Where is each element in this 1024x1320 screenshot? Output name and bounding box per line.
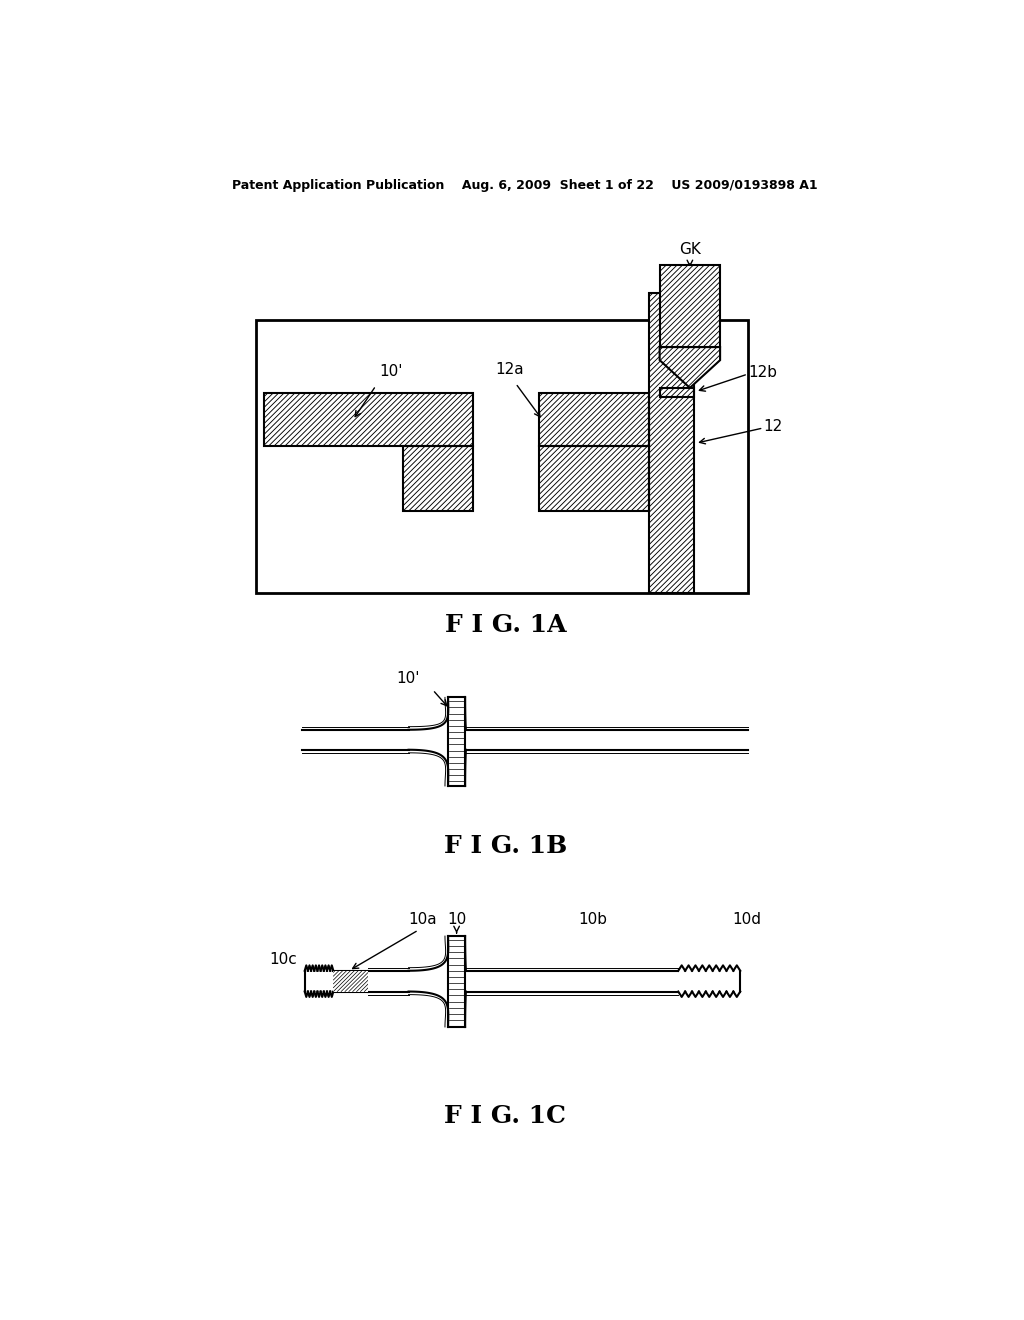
Bar	[659, 265, 720, 347]
Bar	[334, 970, 369, 991]
Bar	[539, 446, 649, 511]
Text: F I G. 1A: F I G. 1A	[444, 612, 566, 638]
Bar	[659, 388, 693, 397]
Text: 12b: 12b	[748, 364, 777, 380]
Text: GK: GK	[679, 242, 700, 257]
Bar	[263, 393, 473, 446]
Text: 10b: 10b	[579, 912, 607, 927]
Bar	[659, 388, 693, 397]
Bar	[403, 446, 473, 511]
Bar	[539, 446, 649, 511]
Text: 10: 10	[446, 912, 466, 927]
Text: F I G. 1C: F I G. 1C	[444, 1104, 566, 1127]
Text: 10d: 10d	[732, 912, 761, 927]
Polygon shape	[659, 347, 720, 388]
Text: 10c: 10c	[269, 952, 297, 966]
Bar	[334, 970, 369, 991]
Text: F I G. 1B: F I G. 1B	[443, 834, 567, 858]
Bar	[403, 446, 473, 511]
Bar	[263, 393, 473, 446]
Text: 12: 12	[764, 418, 782, 434]
Bar	[539, 393, 649, 446]
Text: 12a: 12a	[495, 362, 523, 378]
Text: Patent Application Publication    Aug. 6, 2009  Sheet 1 of 22    US 2009/0193898: Patent Application Publication Aug. 6, 2…	[232, 178, 817, 191]
Text: 10': 10'	[380, 363, 403, 379]
Bar	[539, 393, 649, 446]
Polygon shape	[256, 321, 748, 594]
Bar	[659, 265, 720, 347]
Text: 10': 10'	[396, 671, 420, 686]
Bar	[649, 293, 693, 594]
Bar	[649, 293, 693, 594]
Text: 10a: 10a	[409, 912, 437, 927]
